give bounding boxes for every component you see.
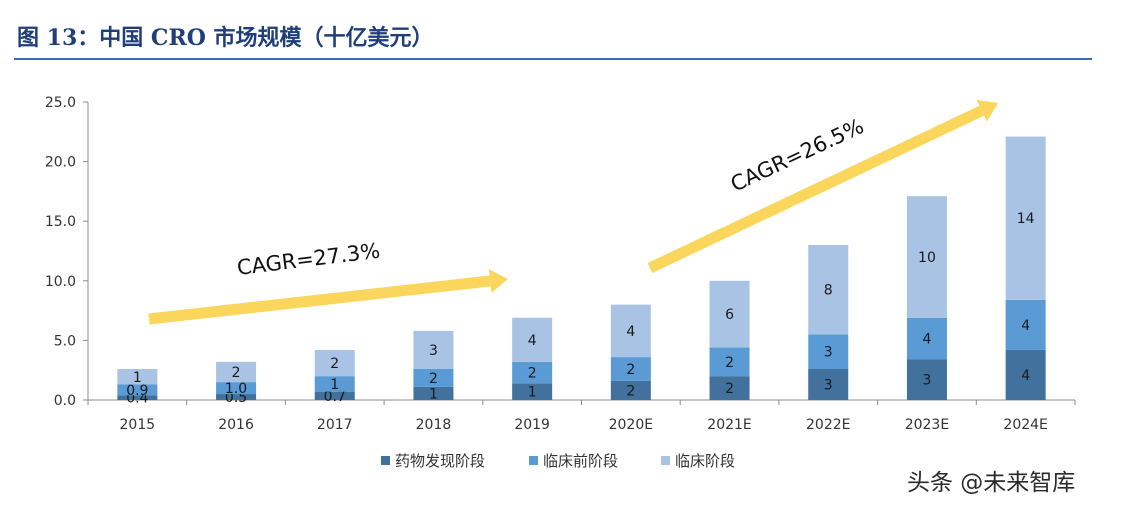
legend-swatch xyxy=(529,456,538,465)
x-tick-label: 2016 xyxy=(218,417,254,433)
bar-data-label: 2 xyxy=(429,371,438,387)
bar-data-label: 6 xyxy=(725,307,734,323)
bar-segment xyxy=(413,386,454,400)
bar-segment xyxy=(314,349,355,377)
bar-segment xyxy=(117,395,158,400)
x-tick-label: 2020E xyxy=(609,417,653,433)
bar-segment xyxy=(906,359,947,400)
x-tick-label: 2021E xyxy=(707,417,751,433)
bar-data-label: 4 xyxy=(626,324,635,340)
bar-segment xyxy=(216,361,257,383)
bar-segment xyxy=(216,394,257,400)
x-tick-label: 2019 xyxy=(514,417,550,433)
bar-segment xyxy=(117,384,158,396)
bar-data-label: 2 xyxy=(725,355,734,371)
bar-data-label: 3 xyxy=(429,343,438,359)
bar-data-label: 14 xyxy=(1017,211,1035,227)
bar-segment xyxy=(1005,349,1046,400)
trend-arrow-head xyxy=(488,269,508,293)
x-tick-label: 2015 xyxy=(120,417,156,433)
bar-data-label: 2 xyxy=(528,366,537,382)
bar-segment xyxy=(808,245,849,335)
figure-title: 图 13：中国 CRO 市场规模（十亿美元） xyxy=(17,25,434,51)
bar-segment xyxy=(216,382,257,395)
y-tick-label: 0.0 xyxy=(54,393,76,409)
cagr-annotation: CAGR=27.3% xyxy=(236,239,382,280)
bar-data-label: 2 xyxy=(330,356,339,372)
watermark: 头条 @未来智库 xyxy=(907,470,1076,496)
bar-segment xyxy=(610,380,651,400)
bar-data-label: 1 xyxy=(133,370,142,386)
bar-segment xyxy=(413,330,454,370)
bar-segment xyxy=(314,376,355,392)
bar-data-label: 8 xyxy=(824,283,833,299)
bar-data-label: 4 xyxy=(922,332,931,348)
bar-data-label: 4 xyxy=(1021,318,1030,334)
bar-segment xyxy=(709,376,750,400)
bar-data-label: 1 xyxy=(429,386,438,402)
bar-data-label: 4 xyxy=(528,333,537,349)
y-tick-label: 25.0 xyxy=(45,95,76,111)
bar-segment xyxy=(906,196,947,318)
x-tick-label: 2017 xyxy=(317,417,353,433)
bar-segment xyxy=(512,361,553,384)
bar-segment xyxy=(906,317,947,360)
x-tick-label: 2024E xyxy=(1003,417,1047,433)
bar-data-label: 2 xyxy=(626,383,635,399)
trend-arrow-shaft xyxy=(148,275,491,325)
y-tick-label: 20.0 xyxy=(45,155,76,171)
bar-data-label: 0.7 xyxy=(324,389,346,405)
x-tick-label: 2018 xyxy=(416,417,452,433)
legend-swatch xyxy=(381,456,390,465)
bar-data-label: 3 xyxy=(922,373,931,389)
bar-data-label: 0.9 xyxy=(126,383,148,399)
bar-segment xyxy=(1005,299,1046,350)
y-tick-label: 15.0 xyxy=(45,214,76,230)
y-tick-label: 5.0 xyxy=(54,333,76,349)
bar-data-label: 2 xyxy=(232,365,241,381)
y-tick-label: 10.0 xyxy=(45,274,76,290)
legend-label: 临床前阶段 xyxy=(543,452,618,470)
bar-data-label: 2 xyxy=(725,381,734,397)
bar-segment xyxy=(808,334,849,370)
legend-label: 临床阶段 xyxy=(675,452,735,470)
bar-segment xyxy=(709,280,750,348)
bar-segment xyxy=(808,369,849,400)
bar-data-label: 3 xyxy=(824,378,833,394)
bar-data-label: 1.0 xyxy=(225,381,247,397)
bar-segment xyxy=(413,369,454,387)
bar-segment xyxy=(610,357,651,381)
bar-segment xyxy=(1005,136,1046,300)
title-divider xyxy=(14,58,1092,60)
bar-segment xyxy=(314,391,355,400)
cagr-annotation: CAGR=26.5% xyxy=(727,114,868,197)
legend-swatch xyxy=(661,456,670,465)
bar-data-label: 10 xyxy=(918,250,936,266)
bar-data-label: 3 xyxy=(824,345,833,361)
trend-arrow-head xyxy=(976,99,998,122)
trend-arrow-shaft xyxy=(647,105,985,273)
x-tick-label: 2023E xyxy=(905,417,949,433)
bar-segment xyxy=(117,369,158,385)
bar-segment xyxy=(512,383,553,400)
x-tick-label: 2022E xyxy=(806,417,850,433)
bar-segment xyxy=(512,317,553,362)
bar-segment xyxy=(610,304,651,358)
bar-segment xyxy=(709,347,750,377)
bar-data-label: 4 xyxy=(1021,368,1030,384)
bar-data-label: 2 xyxy=(626,362,635,378)
bar-data-label: 1 xyxy=(330,377,339,393)
legend-label: 药物发现阶段 xyxy=(395,452,485,470)
bar-data-label: 1 xyxy=(528,385,537,401)
